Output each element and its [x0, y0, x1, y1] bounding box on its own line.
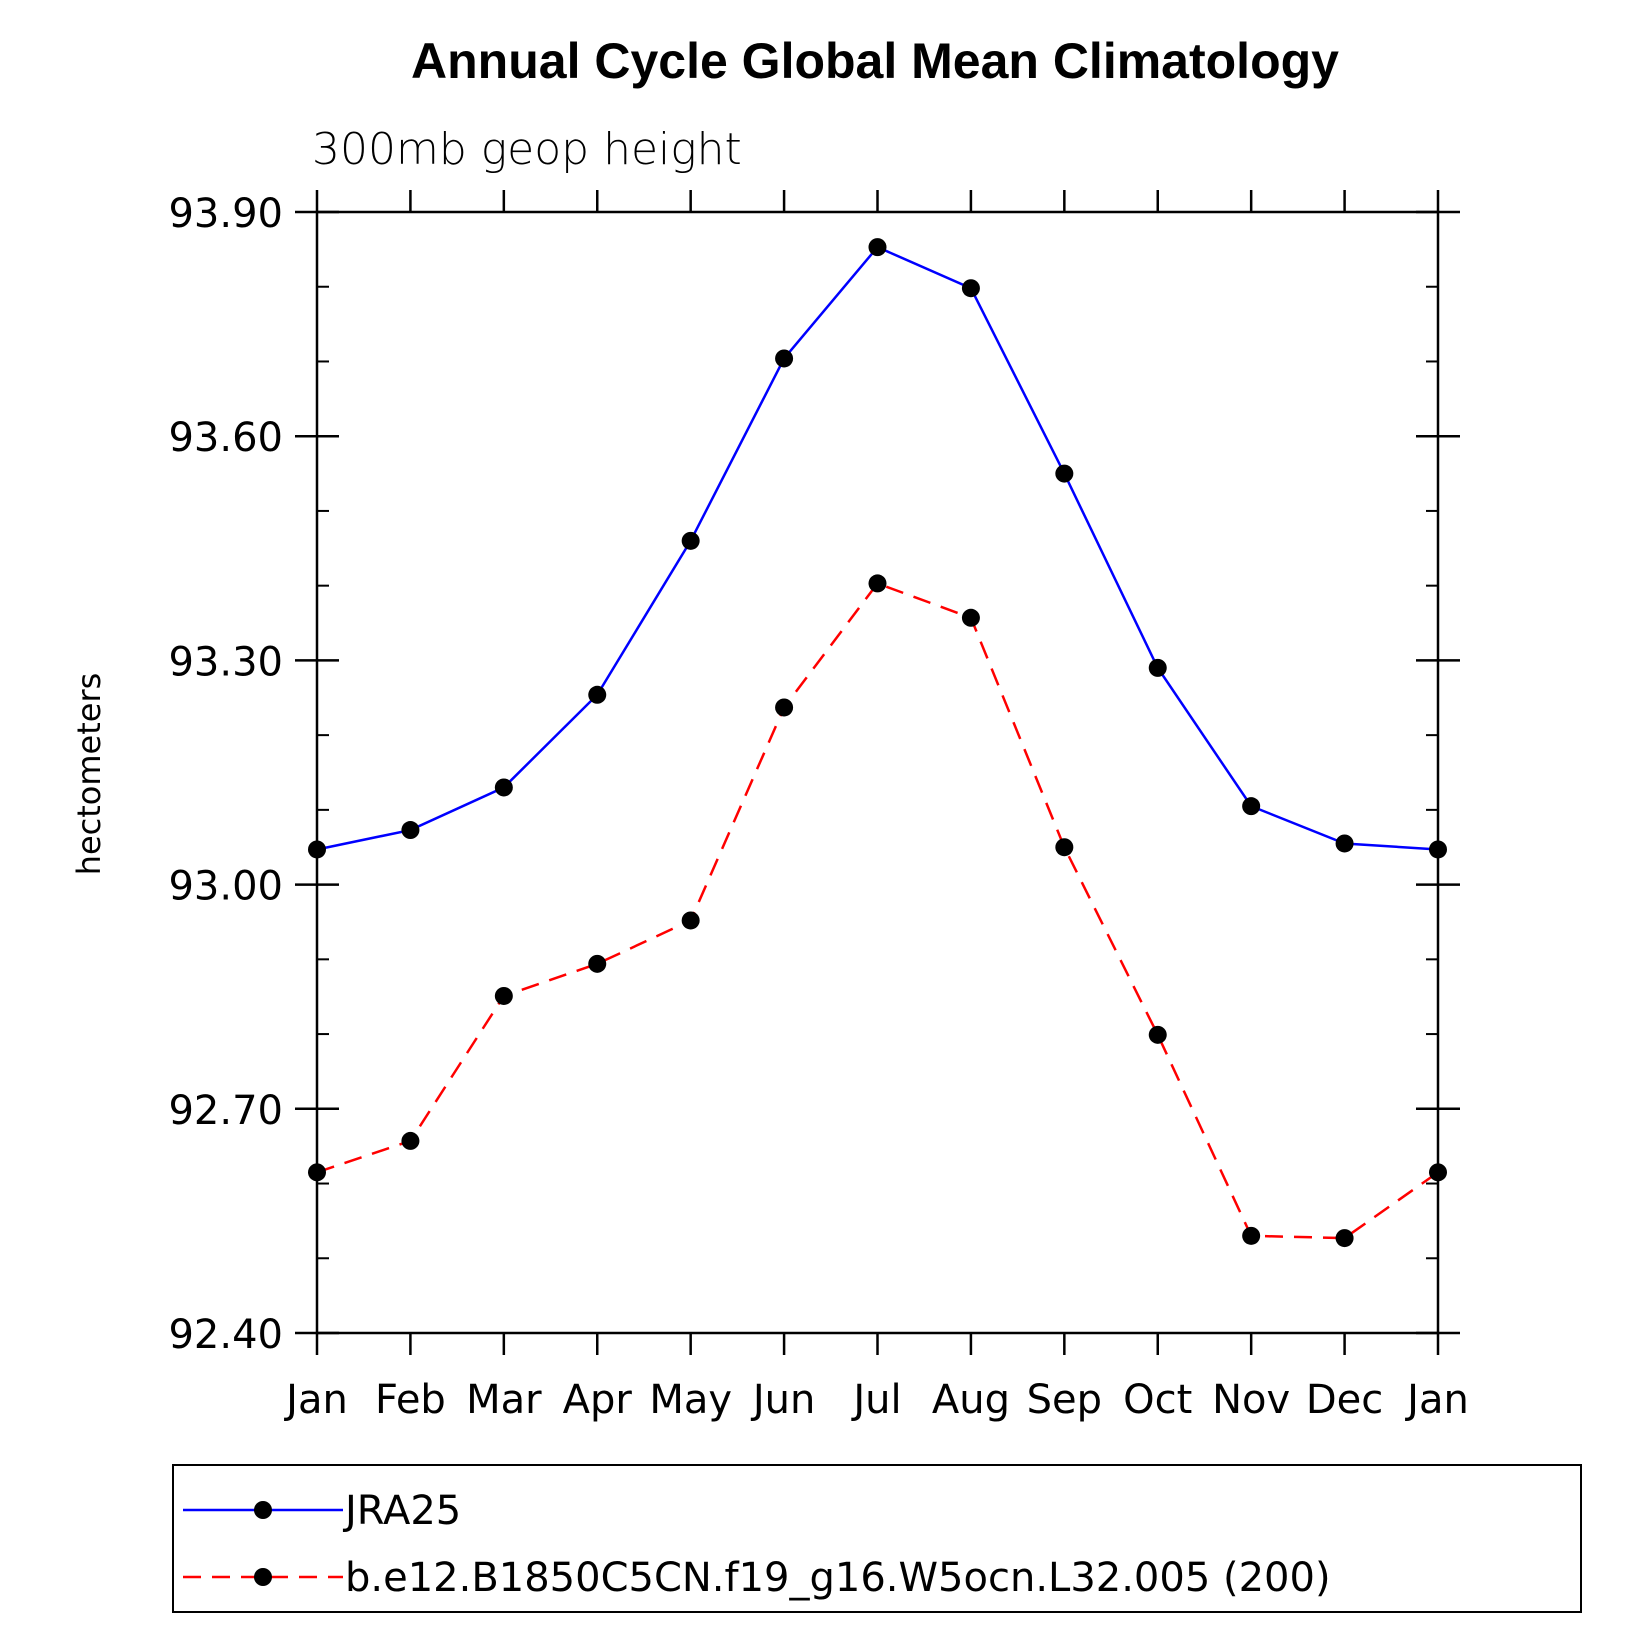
data-point	[588, 954, 607, 973]
x-tick-label: Jun	[750, 1377, 816, 1423]
data-point	[494, 778, 513, 797]
data-point	[868, 574, 887, 593]
axes: Jan Feb Mar Apr May Jun Jul Aug Sep Oct Nov Dec Jan9…	[168, 190, 1469, 1423]
x-tick-label: Dec	[1306, 1377, 1383, 1423]
chart-subtitle: 300mb geop height	[312, 124, 742, 175]
legend-marker	[254, 1501, 272, 1519]
legend: JRA25 b.e12.B1850C5CN.f19_g16.W5ocn.L32.0…	[172, 1464, 1582, 1613]
x-tick-label: Feb	[375, 1377, 446, 1423]
data-point	[681, 531, 700, 550]
series-layer	[308, 238, 1447, 1248]
data-point	[1242, 1226, 1261, 1245]
x-tick-label: May	[649, 1377, 732, 1423]
data-point	[1335, 834, 1354, 853]
data-point	[494, 986, 513, 1005]
chart-title: Annual Cycle Global Mean Climatology	[411, 33, 1339, 89]
series-line-1	[316, 245, 1439, 851]
data-point	[401, 821, 420, 840]
data-point	[868, 238, 887, 257]
y-tick-label: 93.00	[168, 864, 283, 910]
data-point	[1429, 840, 1447, 859]
data-point	[588, 685, 607, 704]
data-point	[308, 1163, 326, 1182]
data-point	[1148, 658, 1167, 677]
data-point	[308, 840, 326, 859]
y-tick-label: 93.90	[168, 191, 283, 237]
x-tick-label: Jul	[850, 1377, 901, 1423]
y-tick-label: 93.30	[168, 639, 283, 685]
plot-frame	[315, 210, 1440, 1335]
y-tick-label: 92.40	[168, 1312, 283, 1358]
data-point	[401, 1131, 420, 1150]
legend-marker	[254, 1568, 272, 1586]
data-point	[775, 349, 794, 368]
x-tick-label: Sep	[1027, 1377, 1102, 1423]
data-point	[1429, 1163, 1447, 1182]
x-tick-label: Apr	[563, 1377, 633, 1423]
y-tick-label: 92.70	[168, 1088, 283, 1134]
x-tick-label: Jan	[283, 1377, 348, 1423]
legend-label: JRA25	[342, 1488, 461, 1534]
data-point	[1148, 1025, 1167, 1044]
x-tick-label: Oct	[1123, 1377, 1192, 1423]
data-point	[775, 698, 794, 717]
data-point	[961, 608, 980, 627]
legend-box	[172, 1464, 1582, 1613]
series-line-2	[316, 581, 1439, 1240]
x-tick-label: Nov	[1212, 1377, 1290, 1423]
x-tick-label: Aug	[932, 1377, 1010, 1423]
data-point	[1335, 1229, 1354, 1248]
data-point	[1055, 838, 1074, 857]
data-point	[961, 279, 980, 298]
data-point	[681, 911, 700, 930]
x-tick-label: Mar	[466, 1377, 542, 1423]
y-axis-label: hectometers	[70, 673, 108, 876]
x-tick-label: Jan	[1404, 1377, 1469, 1423]
y-tick-label: 93.60	[168, 415, 283, 461]
data-point	[1055, 464, 1074, 483]
data-point	[1242, 797, 1261, 816]
legend-label: b.e12.B1850C5CN.f19_g16.W5ocn.L32.005 (2…	[345, 1555, 1331, 1601]
